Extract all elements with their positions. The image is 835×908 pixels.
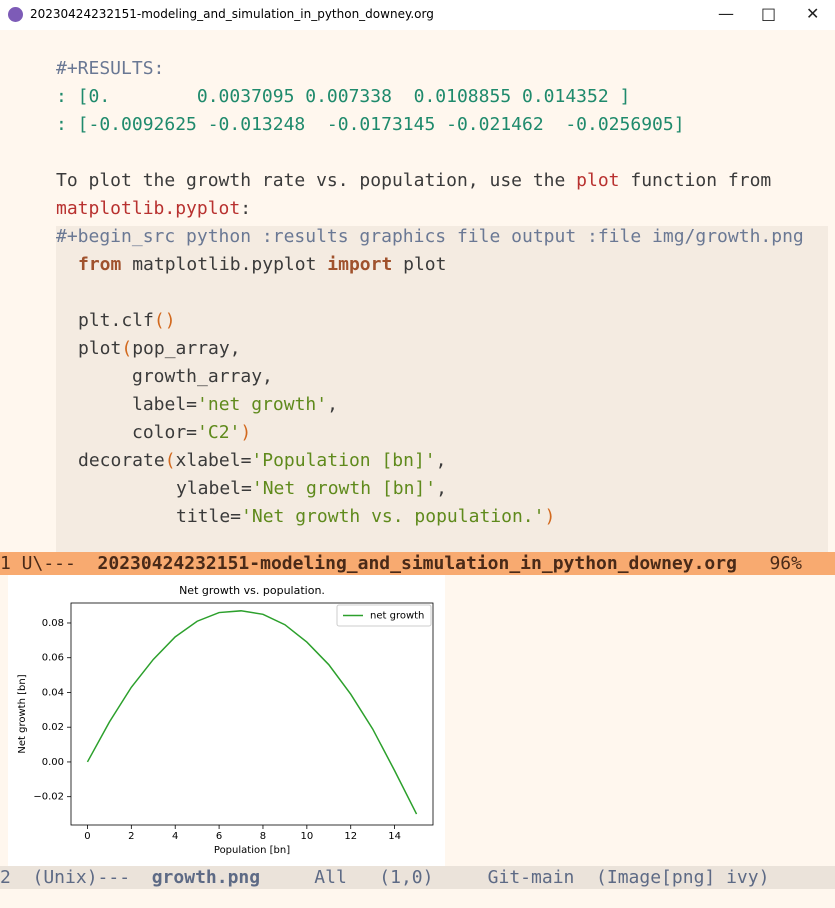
code: plot — [78, 338, 122, 359]
app-icon — [8, 7, 23, 22]
y-tick-label: 0.04 — [42, 687, 64, 698]
code: color= — [132, 422, 198, 443]
paren: ) — [544, 506, 556, 527]
y-tick-label: 0.00 — [42, 757, 64, 768]
x-tick-label: 0 — [84, 831, 90, 842]
buffer-name: growth.png — [151, 867, 261, 888]
code: growth_array, — [132, 366, 273, 387]
chart-title: Net growth vs. population. — [179, 584, 325, 597]
paren: ) — [240, 422, 252, 443]
x-tick-label: 8 — [260, 831, 266, 842]
code: , — [327, 394, 338, 415]
string: 'Net growth [bn]' — [251, 478, 437, 499]
code-line: from matplotlib.pyplot import plot — [78, 251, 446, 279]
buffer-name: 20230424232151-modeling_and_simulation_i… — [97, 553, 737, 574]
mode-line: 2 (Unix)--- growth.png All (1,0) Git-mai… — [0, 866, 835, 889]
code-line: plot(pop_array, — [78, 335, 241, 363]
buffer-line: matplotlib.pyplot: — [56, 195, 251, 223]
src-block-background — [56, 226, 828, 552]
mode-status: 2 (Unix)--- — [0, 867, 152, 888]
x-tick-label: 10 — [300, 831, 313, 842]
x-tick-label: 12 — [344, 831, 357, 842]
prose: : — [240, 198, 252, 219]
y-axis-label: Net growth [bn] — [17, 674, 28, 753]
code-line: title='Net growth vs. population.') — [176, 503, 555, 531]
paren: ( — [164, 450, 176, 471]
image-buffer: Net growth vs. population. Population [bn… — [8, 575, 445, 866]
buffer-line: : [-0.0092625 -0.013248 -0.0173145 -0.02… — [56, 111, 685, 139]
y-tick-label: 0.08 — [42, 618, 64, 629]
code: label= — [132, 394, 198, 415]
mode-status: 1 U\--- — [0, 553, 98, 574]
code: pop_array, — [132, 338, 241, 359]
string: 'Population [bn]' — [251, 450, 436, 471]
legend-label: net growth — [370, 611, 424, 622]
buffer-line: #+RESULTS: — [56, 55, 164, 83]
code: plt.clf — [78, 310, 154, 331]
code-line: ylabel='Net growth [bn]', — [176, 475, 447, 503]
code: plot — [392, 254, 447, 275]
code: decorate — [78, 450, 165, 471]
string: 'C2' — [197, 422, 241, 443]
keyword: from — [78, 254, 122, 275]
src-header: #+begin_src python :results graphics fil… — [56, 226, 804, 247]
close-button[interactable]: ✕ — [806, 4, 820, 23]
code: ylabel= — [176, 478, 252, 499]
paren: () — [153, 310, 176, 331]
buffer-line: #+begin_src python :results graphics fil… — [56, 223, 804, 251]
window-title: 20230424232151-modeling_and_simulation_i… — [30, 7, 434, 21]
verbatim: matplotlib.pyplot — [56, 198, 241, 219]
buffer-line: : [0. 0.0037095 0.007338 0.0108855 0.014… — [56, 83, 630, 111]
code-line: plt.clf() — [78, 307, 176, 335]
plot-frame — [70, 602, 434, 826]
string: 'net growth' — [197, 394, 328, 415]
prose: To plot the growth rate vs. population, … — [56, 170, 577, 191]
paren: ( — [121, 338, 133, 359]
code-line: growth_array, — [132, 363, 273, 391]
results-keyword: #+RESULTS: — [56, 58, 165, 79]
y-tick-label: 0.02 — [42, 722, 64, 733]
code-line: color='C2') — [132, 419, 251, 447]
x-tick-label: 6 — [216, 831, 222, 842]
code: xlabel= — [175, 450, 252, 471]
prose: function from — [619, 170, 772, 191]
title-bar: 20230424232151-modeling_and_simulation_i… — [0, 0, 835, 30]
keyword: import — [327, 254, 393, 275]
x-tick-label: 14 — [388, 831, 401, 842]
x-axis-label: Population [bn] — [214, 845, 290, 856]
results-array: : [-0.0092625 -0.013248 -0.0173145 -0.02… — [56, 114, 685, 135]
results-array: : [0. 0.0037095 0.007338 0.0108855 0.014… — [56, 86, 631, 107]
mode-line: 1 U\--- 20230424232151-modeling_and_simu… — [0, 552, 835, 575]
maximize-button[interactable]: □ — [761, 4, 777, 23]
code: , — [436, 478, 447, 499]
code-line: label='net growth', — [132, 391, 338, 419]
chart: Net growth vs. population. Population [bn… — [17, 584, 434, 856]
verbatim: plot — [576, 170, 620, 191]
code: title= — [176, 506, 242, 527]
string: 'Net growth vs. population.' — [241, 506, 545, 527]
minimize-button[interactable]: — — [718, 4, 734, 23]
code-line: decorate(xlabel='Population [bn]', — [78, 447, 446, 475]
buffer-line: To plot the growth rate vs. population, … — [56, 167, 771, 195]
x-tick-label: 2 — [128, 831, 134, 842]
y-tick-label: 0.06 — [42, 653, 64, 664]
mode-position: 96% — [736, 553, 802, 574]
data-line — [86, 610, 418, 815]
code: , — [435, 450, 447, 471]
x-tick-label: 4 — [172, 831, 178, 842]
code: matplotlib.pyplot — [121, 254, 328, 275]
legend-box — [336, 604, 432, 627]
y-tick-label: −0.02 — [33, 792, 64, 803]
mode-info: All (1,0) Git-main (Image[png] ivy) — [260, 867, 770, 888]
